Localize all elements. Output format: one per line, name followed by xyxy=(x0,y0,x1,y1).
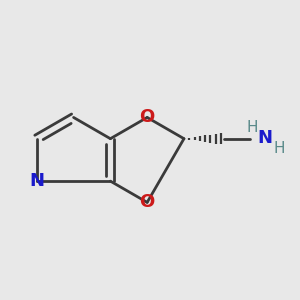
Text: O: O xyxy=(140,194,155,211)
Text: O: O xyxy=(140,109,155,127)
Text: H: H xyxy=(273,141,284,156)
Text: N: N xyxy=(29,172,44,190)
Text: H: H xyxy=(246,120,258,135)
Text: N: N xyxy=(258,129,273,147)
